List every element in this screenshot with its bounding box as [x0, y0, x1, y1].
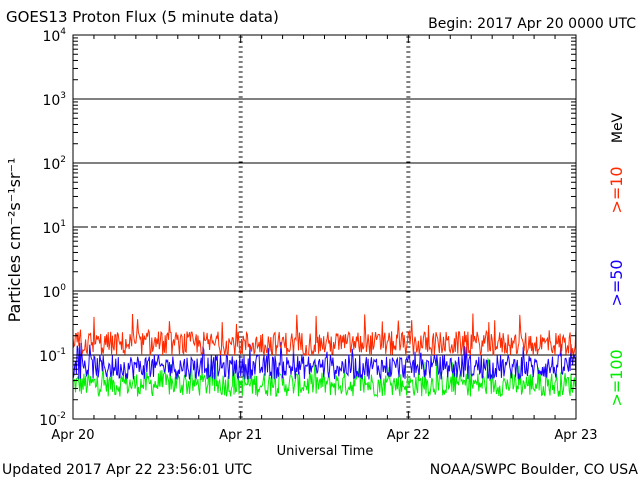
- legend: >=10 >=50 >=100: [607, 166, 626, 406]
- y-tick-label: 102: [42, 155, 66, 173]
- x-tick-label: Apr 21: [219, 428, 262, 443]
- y-tick-label: 103: [42, 91, 66, 109]
- legend-label-100: >=100: [607, 349, 626, 406]
- y-tick-label: 101: [42, 219, 66, 237]
- y-tick-label: 100: [42, 283, 66, 301]
- x-tick-label: Apr 20: [51, 428, 94, 443]
- y-tick-label: 104: [42, 27, 66, 45]
- unit-label: MeV: [610, 112, 626, 143]
- x-tick-label: Apr 23: [554, 428, 597, 443]
- x-tick-label: Apr 22: [387, 428, 430, 443]
- updated-timestamp: Updated 2017 Apr 22 23:56:01 UTC: [2, 462, 252, 478]
- x-axis-ticks: Apr 20 Apr 21 Apr 22 Apr 23: [51, 35, 598, 443]
- legend-label-10: >=10: [607, 166, 626, 213]
- plot-grid: [73, 36, 576, 418]
- legend-label-50: >=50: [607, 259, 626, 306]
- y-tick-label: 10-1: [39, 347, 66, 365]
- y-axis-ticks: 10-2 10-1 100 101 102 103 104: [39, 27, 576, 429]
- x-axis-label: Universal Time: [277, 444, 374, 459]
- begin-date-label: Begin: 2017 Apr 20 0000 UTC: [428, 16, 636, 32]
- chart-title: GOES13 Proton Flux (5 minute data): [6, 8, 279, 26]
- source-credit: NOAA/SWPC Boulder, CO USA: [430, 462, 639, 478]
- y-tick-label: 10-2: [39, 411, 66, 429]
- series-line-10: [72, 313, 577, 357]
- series-layer: [72, 313, 577, 398]
- series-line-50: [72, 342, 577, 381]
- y-axis-label: Particles cm⁻²s⁻¹sr⁻¹: [5, 158, 24, 323]
